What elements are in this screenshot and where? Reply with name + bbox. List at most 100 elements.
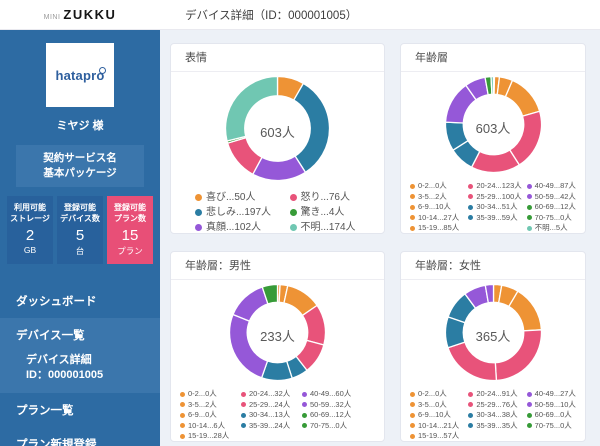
legend-label: 喜び...50人 <box>206 192 256 203</box>
legend-item-不明[interactable]: 不明...5人 <box>526 223 585 233</box>
legend-dot-icon <box>468 215 474 221</box>
legend-item-25-29[interactable]: 25-29...76人 <box>468 400 526 411</box>
age-donut-chart[interactable] <box>444 75 543 179</box>
age-female-donut-chart[interactable] <box>444 283 543 387</box>
donut-slice-50-59[interactable] <box>232 286 269 323</box>
legend-item-35-39[interactable]: 35-39...24人 <box>241 421 302 432</box>
donut-slice-20-24[interactable] <box>494 329 542 382</box>
age-male-donut-chart[interactable] <box>228 283 327 387</box>
app-logo[interactable]: MINI ZUKKU <box>0 7 160 22</box>
donut-slice-25-29[interactable] <box>446 341 497 382</box>
legend-dot-icon <box>180 391 185 397</box>
sidebar-item-dashboard[interactable]: ダッシュボード <box>16 296 97 308</box>
legend-item-25-29[interactable]: 25-29...24人 <box>241 400 302 411</box>
legend-item-3-5[interactable]: 3-5...2人 <box>180 400 241 411</box>
legend-item-50-59[interactable]: 50-59...32人 <box>302 400 363 411</box>
legend-item-10-14[interactable]: 10-14...21人 <box>410 421 468 432</box>
legend-label: 驚き...4人 <box>300 207 345 218</box>
legend-item-60-69[interactable]: 60-69...0人 <box>526 410 585 421</box>
age-female-legend: 0-2...0人 3-5...0人 6-9...10人 10-14...21人 15-1… <box>401 387 585 441</box>
legend-item-0-2[interactable]: 0-2...0人 <box>410 389 468 400</box>
expression-donut-chart[interactable] <box>224 75 331 187</box>
legend-item-怒り[interactable]: 怒り...76人 <box>289 190 385 205</box>
legend-item-10-14[interactable]: 10-14...6人 <box>180 421 241 432</box>
stat-storage-value: 2 <box>25 227 35 244</box>
legend-item-0-2[interactable]: 0-2...0人 <box>410 181 468 192</box>
legend-label: 10-14...27人 <box>418 212 460 222</box>
legend-item-60-69[interactable]: 60-69...12人 <box>302 410 363 421</box>
legend-item-喜び[interactable]: 喜び...50人 <box>195 190 290 205</box>
legend-label: 50-59...10人 <box>534 399 576 409</box>
legend-item-70-75[interactable]: 70-75...0人 <box>526 421 585 432</box>
sidebar-item-device-detail[interactable]: デバイス詳細 ID：000001005 <box>0 343 160 383</box>
legend-dot-icon <box>195 224 202 231</box>
legend-item-40-49[interactable]: 40-49...87人 <box>526 181 585 192</box>
legend-dot-icon <box>410 183 415 189</box>
legend-item-10-14[interactable]: 10-14...27人 <box>410 213 468 224</box>
legend-label: 3-5...0人 <box>418 399 447 409</box>
legend-dot-icon <box>410 412 415 418</box>
legend-dot-icon <box>526 402 532 408</box>
donut-slice-50-59[interactable] <box>484 283 494 304</box>
donut-slice-60-69[interactable] <box>261 283 279 305</box>
legend-label: 35-39...35人 <box>476 420 518 430</box>
legend-item-20-24[interactable]: 20-24...123人 <box>468 181 526 192</box>
legend-label: 15-19...57人 <box>418 431 460 440</box>
legend-item-真顔[interactable]: 真顔...102人 <box>195 220 290 233</box>
legend-dot-icon <box>289 224 297 231</box>
legend-item-15-19[interactable]: 15-19...28人 <box>180 431 241 441</box>
legend-item-驚き[interactable]: 驚き...4人 <box>289 205 385 220</box>
legend-item-60-69[interactable]: 60-69...12人 <box>526 202 585 213</box>
legend-column: 怒り...76人驚き...4人不明...174人 <box>289 190 385 233</box>
stat-plans: 登録可能 プラン数 15 プラン <box>107 196 153 264</box>
legend-item-6-9[interactable]: 6-9...10人 <box>410 202 468 213</box>
donut-slice-不明[interactable] <box>224 75 279 142</box>
legend-label: 真顔...102人 <box>206 222 262 233</box>
legend-dot-icon <box>195 194 202 201</box>
legend-item-50-59[interactable]: 50-59...10人 <box>526 399 585 411</box>
legend-item-30-34[interactable]: 30-34...13人 <box>241 410 302 421</box>
stat-storage-label: 利用可能 ストレージ <box>10 203 50 223</box>
legend-item-6-9[interactable]: 6-9...10人 <box>410 410 468 421</box>
sidebar: hatapro ミヤジ 様 契約サービス名 基本パッケージ 利用可能 ストレージ… <box>0 30 160 446</box>
donut-slice-15-19[interactable] <box>507 290 542 332</box>
contract-value: 基本パッケージ <box>43 167 117 179</box>
legend-dot-icon <box>410 194 415 200</box>
legend-item-悲しみ[interactable]: 悲しみ...197人 <box>195 205 290 220</box>
legend-column: 0-2...0人 3-5...0人 6-9...10人 10-14...21人 15-1… <box>410 389 468 441</box>
donut-slice-40-49[interactable] <box>228 313 269 379</box>
chart-card-expression-title: 表情 <box>171 44 384 72</box>
legend-dot-icon <box>526 423 532 429</box>
donut-slice-悲しみ[interactable] <box>292 82 331 174</box>
sidebar-item-device-list[interactable]: デバイス一覧 <box>16 330 85 342</box>
legend-item-15-19[interactable]: 15-19...57人 <box>410 431 468 441</box>
legend-item-40-49[interactable]: 40-49...60人 <box>302 389 363 400</box>
legend-item-30-34[interactable]: 30-34...51人 <box>468 202 526 213</box>
legend-label: 10-14...21人 <box>418 420 460 430</box>
legend-item-15-19[interactable]: 15-19...85人 <box>410 223 468 233</box>
legend-item-3-5[interactable]: 3-5...2人 <box>410 192 468 203</box>
legend-item-6-9[interactable]: 6-9...0人 <box>180 410 241 421</box>
legend-item-25-29[interactable]: 25-29...100人 <box>468 192 526 203</box>
legend-item-35-39[interactable]: 35-39...35人 <box>468 421 526 432</box>
sidebar-item-plan-new[interactable]: プラン新規登録 <box>16 439 97 446</box>
chart-card-age-female-title: 年齢層：女性 <box>401 252 585 280</box>
legend-label: 6-9...10人 <box>418 410 451 419</box>
legend-item-35-39[interactable]: 35-39...59人 <box>468 213 526 224</box>
legend-item-30-34[interactable]: 30-34...38人 <box>468 410 526 421</box>
legend-item-3-5[interactable]: 3-5...0人 <box>410 400 468 411</box>
legend-dot-icon <box>410 391 415 397</box>
legend-item-20-24[interactable]: 20-24...91人 <box>468 389 526 400</box>
sidebar-item-plan-list[interactable]: プラン一覧 <box>16 405 74 417</box>
legend-item-20-24[interactable]: 20-24...32人 <box>241 389 302 400</box>
legend-item-70-75[interactable]: 70-75...0人 <box>302 421 363 432</box>
legend-item-50-59[interactable]: 50-59...42人 <box>526 192 585 203</box>
company-logo: hatapro <box>46 43 114 107</box>
donut-slice-不明[interactable] <box>489 75 494 95</box>
legend-item-40-49[interactable]: 40-49...27人 <box>526 389 585 400</box>
legend-dot-icon <box>526 194 532 200</box>
legend-item-不明[interactable]: 不明...174人 <box>289 220 385 233</box>
legend-item-70-75[interactable]: 70-75...0人 <box>526 213 585 224</box>
legend-item-0-2[interactable]: 0-2...0人 <box>180 389 241 400</box>
donut-slice-15-19[interactable] <box>504 79 540 117</box>
